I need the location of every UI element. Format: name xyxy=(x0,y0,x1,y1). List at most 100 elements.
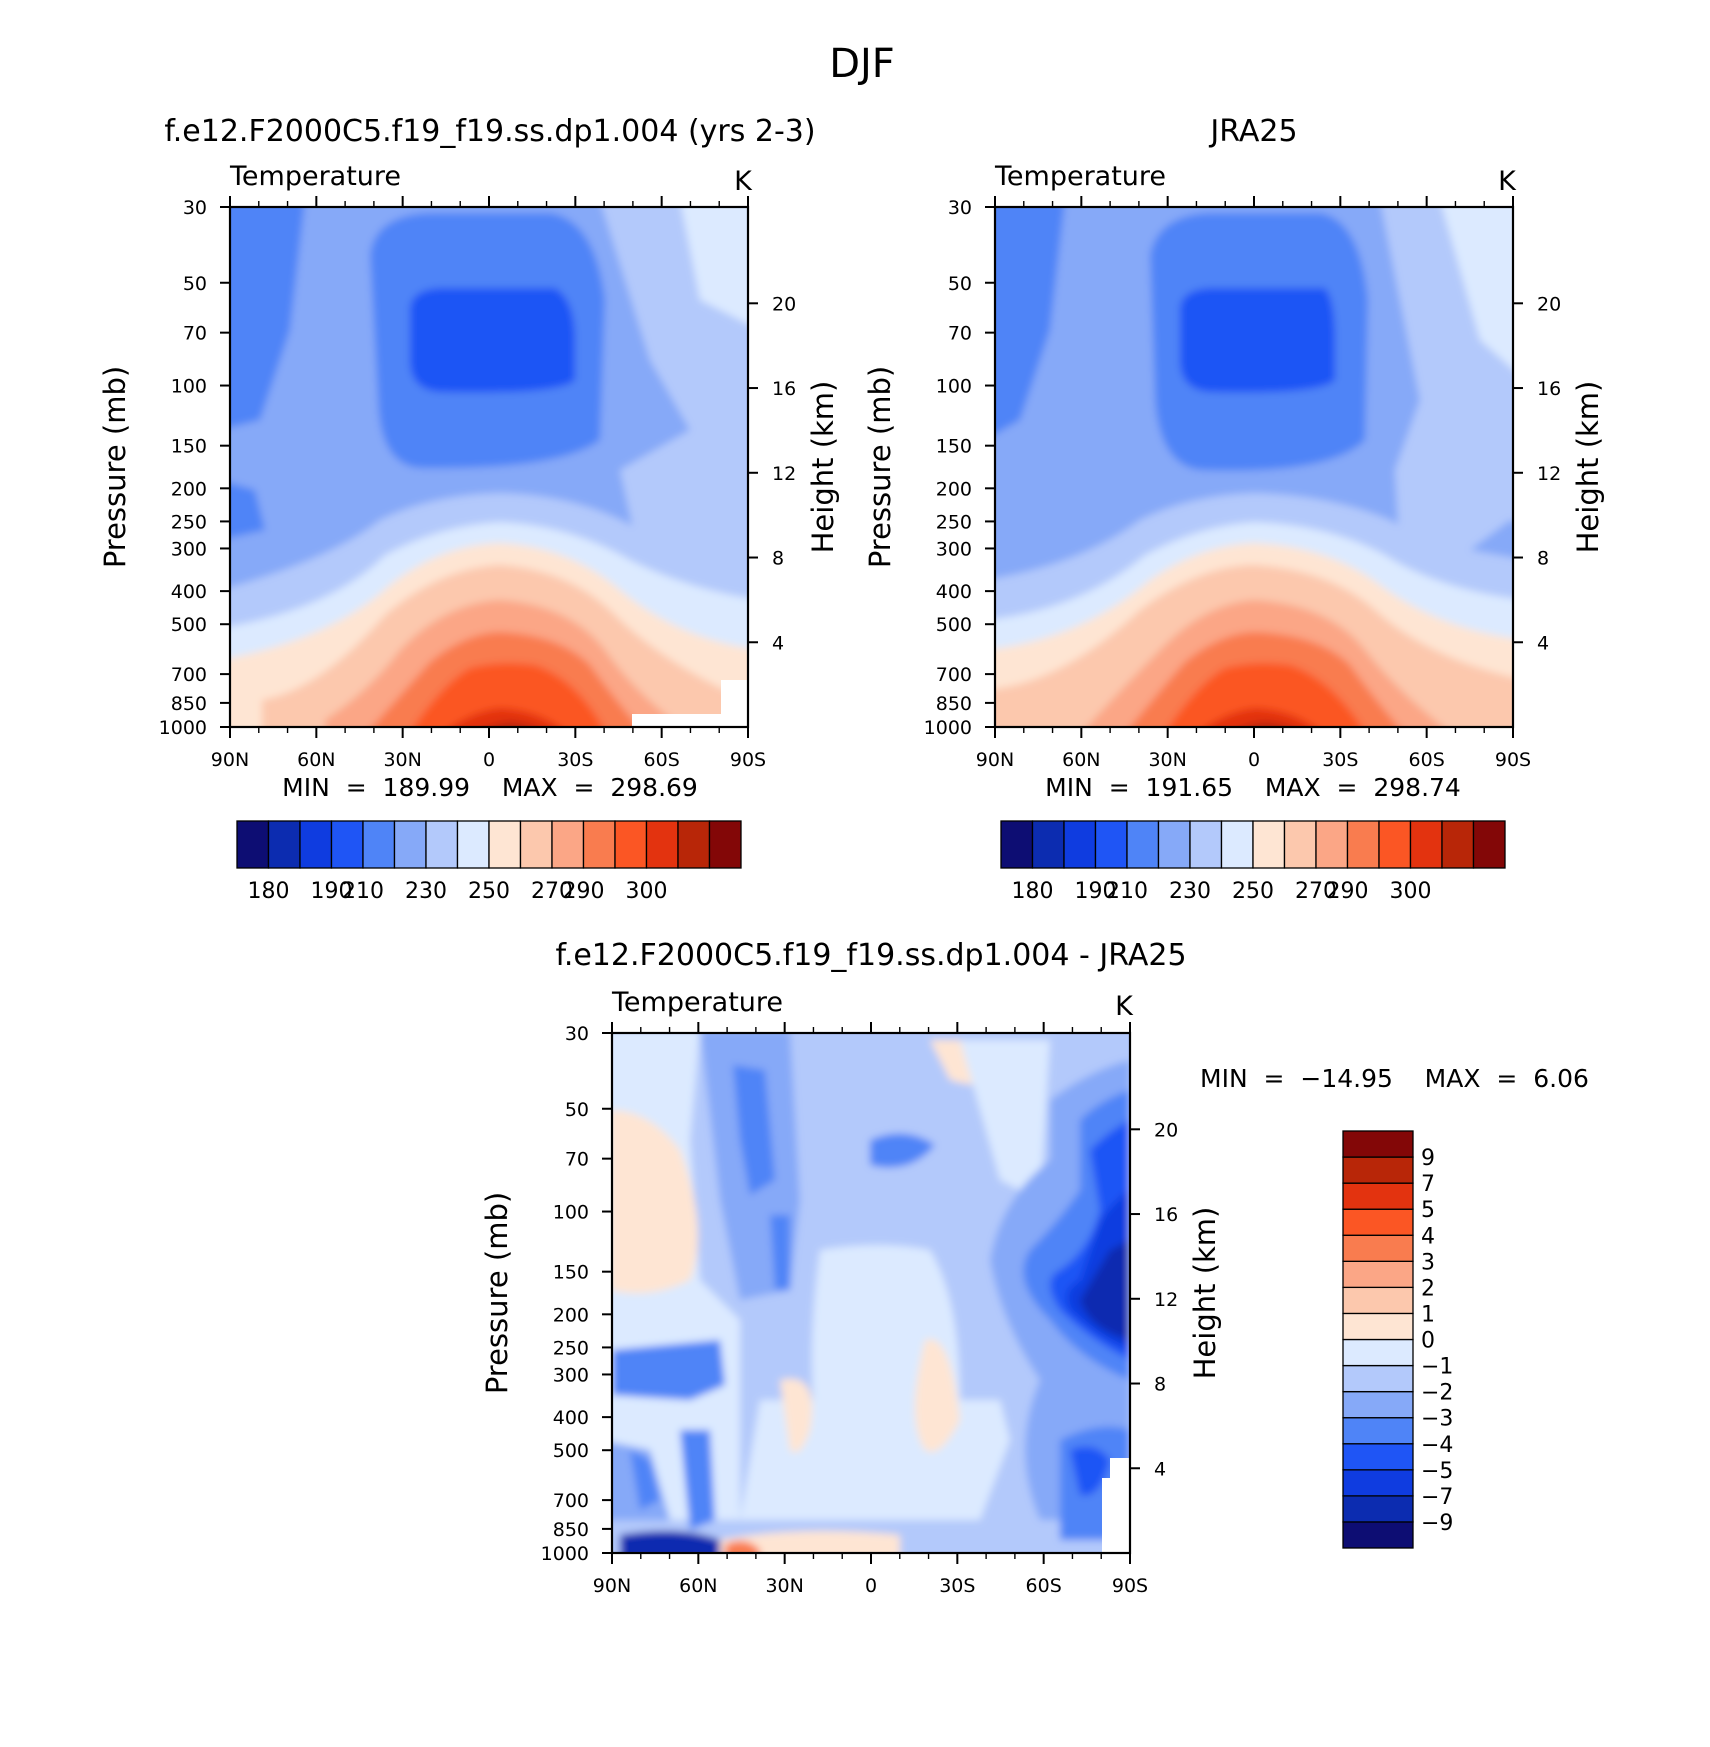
y-tick-label: 1000 xyxy=(159,717,207,739)
x-tick-label: 60N xyxy=(297,749,335,771)
colorbar-label: 250 xyxy=(468,879,510,904)
colorbar-swatch xyxy=(1342,1312,1414,1341)
y-right-tick-label: 16 xyxy=(1537,378,1561,400)
colorbar-swatch xyxy=(1342,1234,1414,1262)
colorbar-swatch xyxy=(1342,1208,1414,1236)
colorbar-swatch xyxy=(425,820,459,869)
panel-model: f.e12.F2000C5.f19_f19.ss.dp1.004 (yrs 2-… xyxy=(98,114,840,904)
y-tick-label: 400 xyxy=(553,1407,589,1429)
colorbar-label: 190 xyxy=(311,879,353,904)
colorbar-swatch xyxy=(393,820,427,869)
y-axis-label: Pressure (mb) xyxy=(480,1192,514,1394)
colorbar-label: 180 xyxy=(248,879,290,904)
colorbar-swatch xyxy=(1342,1469,1414,1497)
colorbar-label: 190 xyxy=(1075,879,1117,904)
panel-model-subtitle: Temperature xyxy=(229,161,401,192)
y-right-tick-label: 20 xyxy=(772,293,796,315)
y-tick-label: 300 xyxy=(936,538,972,560)
y-tick-label: 1000 xyxy=(924,717,972,739)
y-tick-label: 150 xyxy=(553,1262,589,1284)
colorbar-swatch xyxy=(1342,1443,1414,1471)
panel-obs-subtitle: Temperature xyxy=(994,161,1166,192)
colorbar-swatch xyxy=(236,820,270,869)
x-tick-label: 60N xyxy=(679,1575,717,1597)
x-tick-label: 30N xyxy=(383,749,421,771)
colorbar-label: 300 xyxy=(626,879,668,904)
y-right-axis-label: Height (km) xyxy=(1188,1207,1222,1380)
colorbar-swatch xyxy=(708,820,742,869)
colorbar-swatch xyxy=(456,820,490,869)
panel-model-stats: MIN = 189.99 MAX = 298.69 xyxy=(282,773,698,802)
colorbar-swatch xyxy=(1342,1521,1414,1549)
y-tick-label: 200 xyxy=(936,478,972,500)
colorbar-swatch xyxy=(1342,1130,1414,1158)
panel-obs: JRA25 Temperature K xyxy=(863,114,1605,904)
x-tick-label: 90S xyxy=(1495,749,1531,771)
page-title: DJF xyxy=(829,41,895,87)
x-tick-label: 30S xyxy=(1322,749,1358,771)
colorbar-swatch xyxy=(677,820,711,869)
colorbar-swatch xyxy=(645,820,679,869)
x-tick-label: 90N xyxy=(593,1575,631,1597)
y-tick-label: 50 xyxy=(183,273,207,295)
colorbar-label: 210 xyxy=(1106,879,1148,904)
colorbar-swatch xyxy=(1409,820,1443,869)
y-tick-label: 70 xyxy=(948,323,972,345)
colorbar-swatch xyxy=(1063,820,1097,869)
colorbar-swatch xyxy=(1315,820,1349,869)
y-tick-label: 200 xyxy=(171,478,207,500)
colorbar-swatch xyxy=(1000,820,1034,869)
y-right-tick-label: 16 xyxy=(1154,1204,1178,1226)
y-right-axis-label: Height (km) xyxy=(1571,381,1605,554)
y-tick-label: 850 xyxy=(553,1519,589,1541)
colorbar-swatch xyxy=(1031,820,1065,869)
y-right-tick-label: 8 xyxy=(772,548,784,570)
y-tick-label: 400 xyxy=(936,581,972,603)
colorbar-swatch xyxy=(1189,820,1223,869)
colorbar-swatch xyxy=(1342,1495,1414,1523)
y-tick-label: 850 xyxy=(936,693,972,715)
x-tick-label: 0 xyxy=(865,1575,877,1597)
y-tick-label: 500 xyxy=(936,614,972,636)
colorbar-swatch xyxy=(1157,820,1191,869)
x-tick-label: 30S xyxy=(557,749,593,771)
colorbar-label: 4 xyxy=(1421,1224,1435,1249)
colorbar-label: 290 xyxy=(1327,879,1369,904)
y-tick-label: 100 xyxy=(553,1202,589,1224)
colorbar-label: −2 xyxy=(1421,1381,1453,1406)
y-axis-label: Pressure (mb) xyxy=(863,366,897,568)
y-right-axis-label: Height (km) xyxy=(806,381,840,554)
colorbar-label: 210 xyxy=(342,879,384,904)
colorbar-swatch xyxy=(488,820,522,869)
y-right-tick-label: 8 xyxy=(1537,548,1549,570)
colorbar-label: −7 xyxy=(1421,1485,1453,1510)
y-tick-label: 700 xyxy=(553,1490,589,1512)
colorbar-swatch xyxy=(614,820,648,869)
x-tick-label: 60S xyxy=(1409,749,1445,771)
panel-obs-title: JRA25 xyxy=(1208,114,1297,149)
y-tick-label: 850 xyxy=(171,693,207,715)
x-tick-label: 30S xyxy=(939,1575,975,1597)
colorbar-label: 230 xyxy=(1169,879,1211,904)
colorbar-swatch xyxy=(267,820,301,869)
colorbar-swatch xyxy=(1472,820,1506,869)
colorbar-swatch xyxy=(1342,1182,1414,1210)
colorbar-swatch xyxy=(1252,820,1286,869)
y-right-tick-label: 20 xyxy=(1537,293,1561,315)
colorbar-label: 5 xyxy=(1421,1198,1435,1223)
y-right-tick-label: 4 xyxy=(1537,632,1549,654)
y-tick-label: 70 xyxy=(565,1149,589,1171)
x-tick-label: 90S xyxy=(1112,1575,1148,1597)
x-tick-label: 30N xyxy=(765,1575,803,1597)
panel-diff-title: f.e12.F2000C5.f19_f19.ss.dp1.004 - JRA25 xyxy=(555,938,1186,973)
y-tick-label: 500 xyxy=(171,614,207,636)
y-tick-label: 250 xyxy=(936,511,972,533)
colorbar-label: −5 xyxy=(1421,1459,1453,1484)
y-right-tick-label: 12 xyxy=(772,463,796,485)
y-tick-label: 30 xyxy=(565,1023,589,1045)
colorbar-swatch xyxy=(519,820,553,869)
y-tick-label: 250 xyxy=(553,1337,589,1359)
colorbar-swatch xyxy=(1378,820,1412,869)
y-tick-label: 500 xyxy=(553,1440,589,1462)
